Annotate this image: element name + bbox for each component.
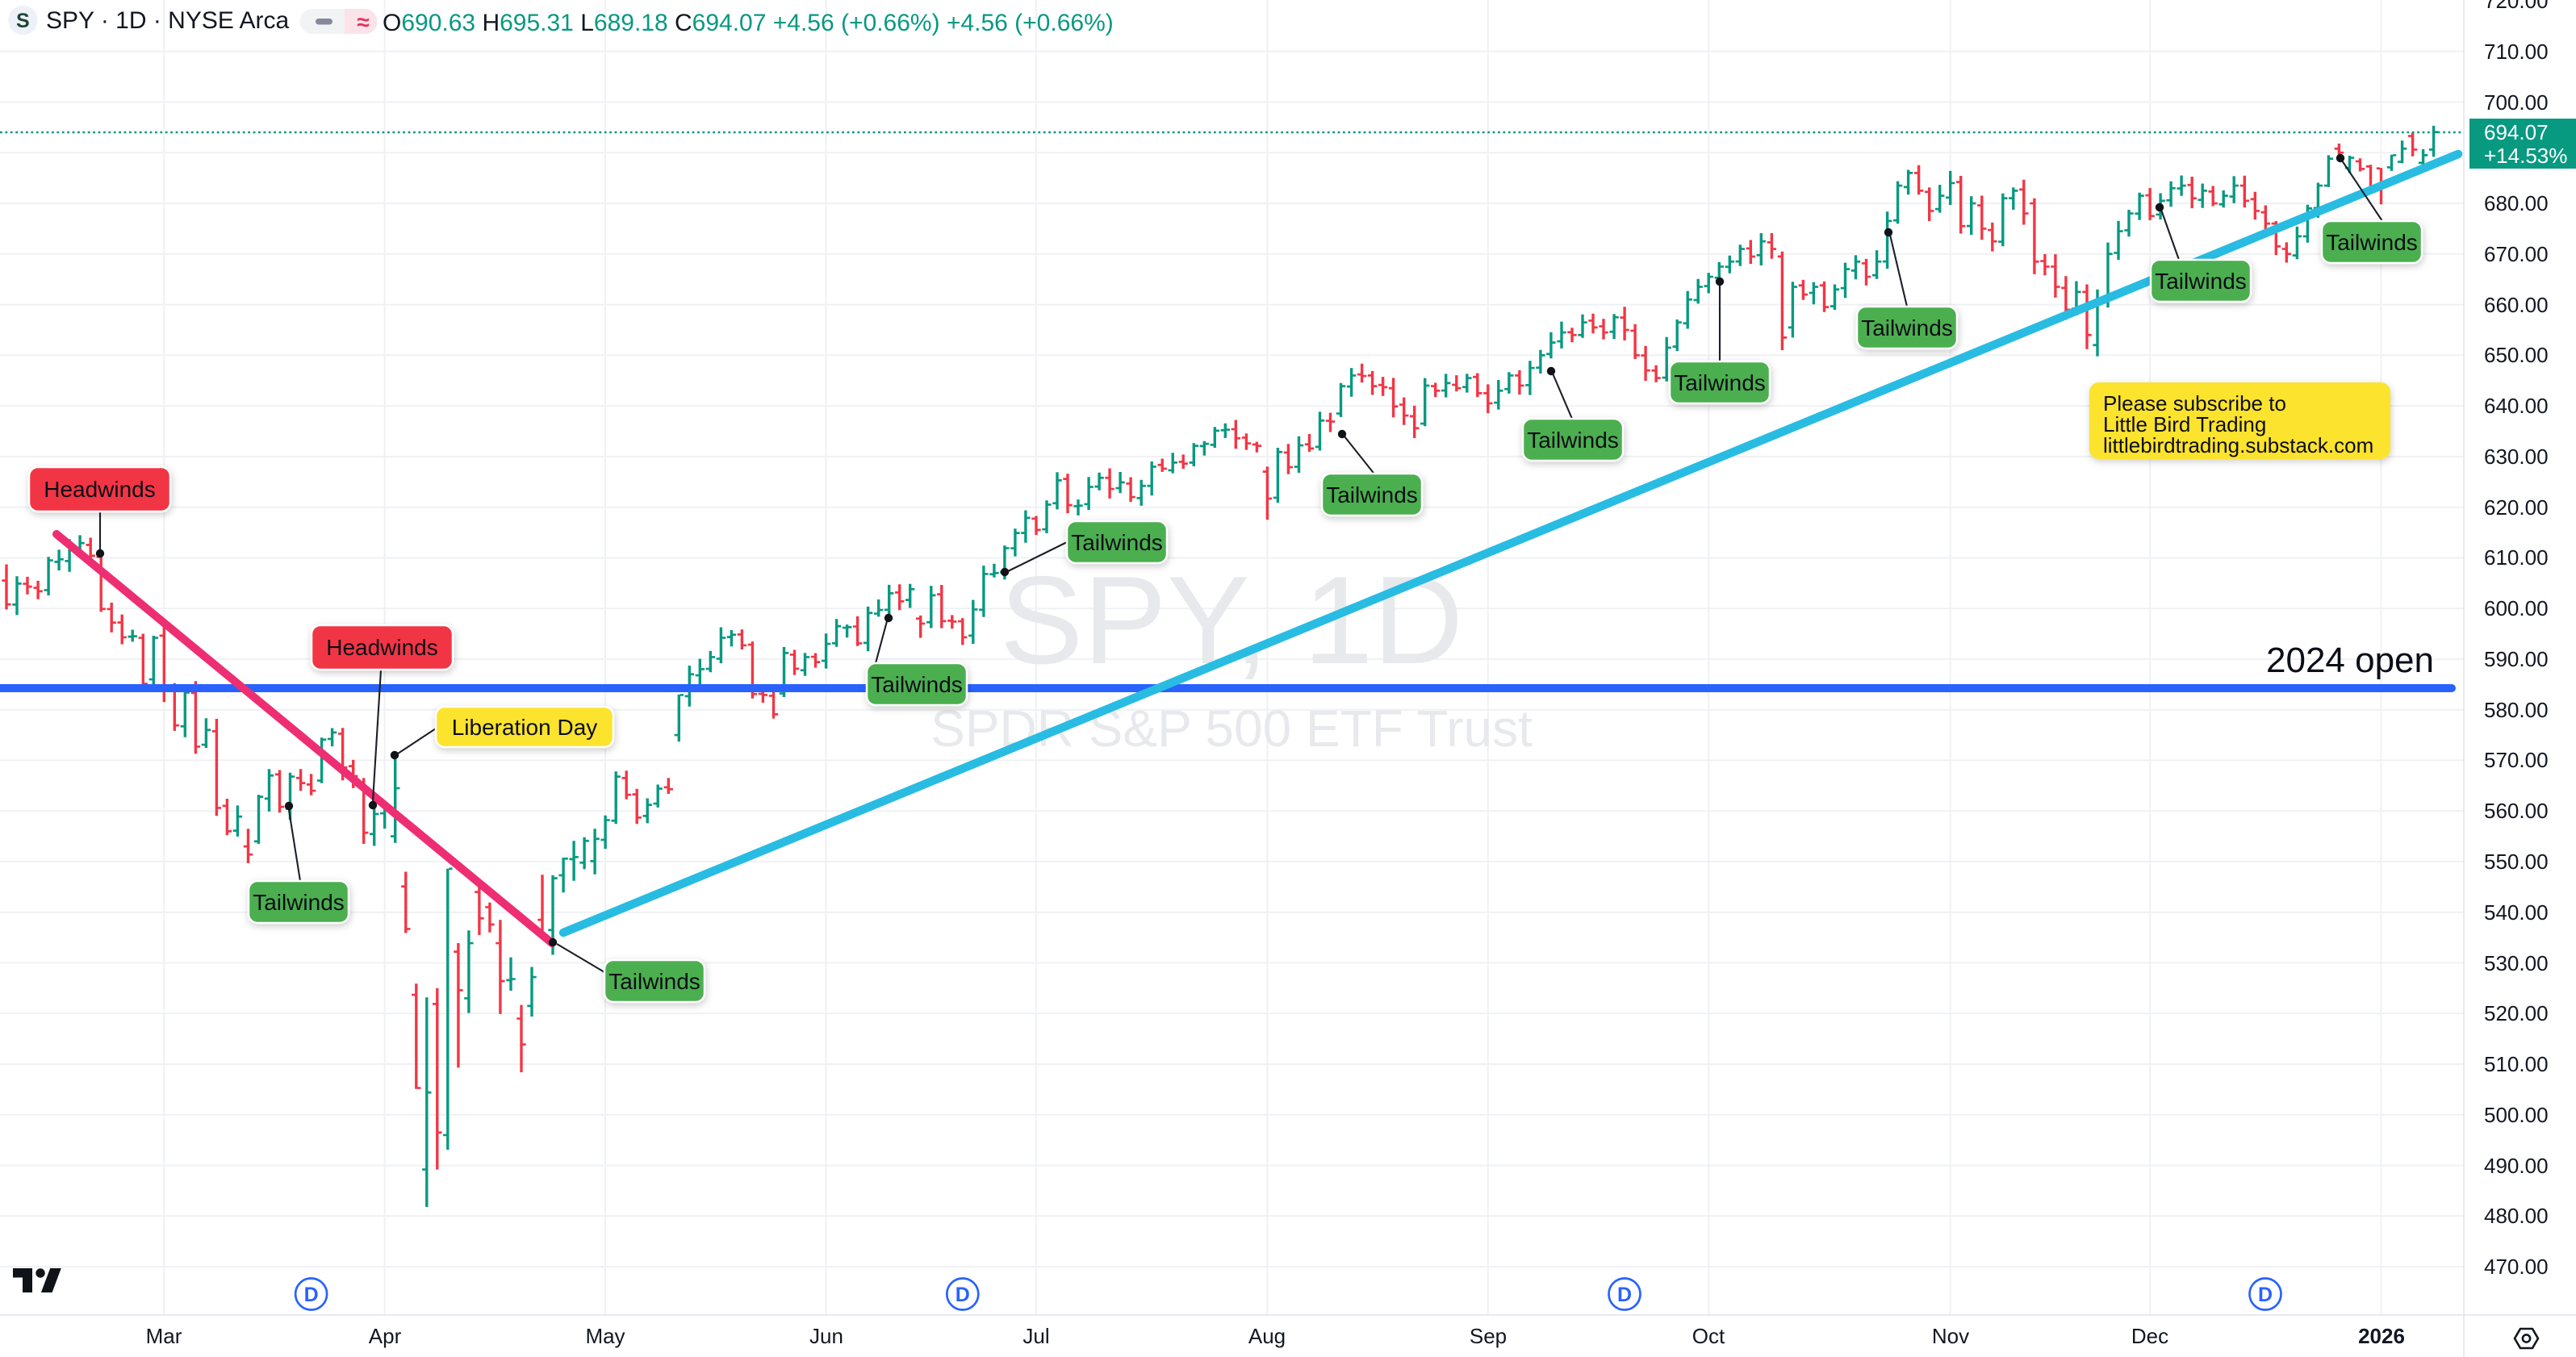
- svg-text:SPDR S&P 500 ETF Trust: SPDR S&P 500 ETF Trust: [930, 699, 1533, 758]
- svg-text:Headwinds: Headwinds: [44, 477, 156, 502]
- svg-text:520.00: 520.00: [2484, 1001, 2549, 1025]
- svg-text:640.00: 640.00: [2484, 394, 2549, 418]
- svg-text:Oct: Oct: [1692, 1324, 1725, 1348]
- svg-text:SPY, 1D: SPY, 1D: [1000, 550, 1463, 690]
- svg-text:710.00: 710.00: [2484, 40, 2549, 64]
- svg-text:Jul: Jul: [1022, 1324, 1049, 1348]
- svg-text:600.00: 600.00: [2484, 596, 2549, 620]
- svg-text:Tailwinds: Tailwinds: [1071, 530, 1163, 555]
- svg-text:D: D: [2258, 1284, 2273, 1306]
- svg-text:May: May: [585, 1324, 625, 1348]
- svg-text:Little Bird Trading: Little Bird Trading: [2103, 412, 2266, 436]
- svg-text:Aug: Aug: [1248, 1324, 1286, 1348]
- svg-text:530.00: 530.00: [2484, 951, 2549, 975]
- svg-text:610.00: 610.00: [2484, 545, 2549, 570]
- svg-text:670.00: 670.00: [2484, 242, 2549, 266]
- svg-text:Tailwinds: Tailwinds: [1527, 428, 1619, 453]
- svg-text:630.00: 630.00: [2484, 445, 2549, 469]
- svg-text:694.07: 694.07: [2484, 120, 2549, 144]
- svg-text:Tailwinds: Tailwinds: [2155, 269, 2247, 294]
- svg-text:490.00: 490.00: [2484, 1154, 2549, 1178]
- svg-text:Tailwinds: Tailwinds: [2326, 230, 2418, 255]
- svg-text:570.00: 570.00: [2484, 748, 2549, 772]
- svg-text:Sep: Sep: [1470, 1324, 1507, 1348]
- svg-text:660.00: 660.00: [2484, 293, 2549, 317]
- svg-text:650.00: 650.00: [2484, 343, 2549, 367]
- svg-text:Tailwinds: Tailwinds: [1326, 482, 1418, 507]
- svg-text:580.00: 580.00: [2484, 698, 2549, 722]
- svg-text:Headwinds: Headwinds: [326, 635, 438, 660]
- svg-text:680.00: 680.00: [2484, 191, 2549, 215]
- svg-text:Dec: Dec: [2131, 1324, 2168, 1348]
- svg-text:Tailwinds: Tailwinds: [1861, 315, 1953, 340]
- svg-text:Jun: Jun: [809, 1324, 843, 1348]
- svg-text:560.00: 560.00: [2484, 799, 2549, 823]
- svg-text:700.00: 700.00: [2484, 90, 2549, 115]
- svg-text:Tailwinds: Tailwinds: [608, 969, 700, 994]
- svg-text:Tailwinds: Tailwinds: [253, 890, 345, 915]
- svg-text:480.00: 480.00: [2484, 1204, 2549, 1228]
- svg-text:SPY · 1D · NYSE Arca: SPY · 1D · NYSE Arca: [46, 7, 290, 34]
- svg-text:540.00: 540.00: [2484, 900, 2549, 925]
- svg-text:Apr: Apr: [369, 1324, 402, 1348]
- svg-text:500.00: 500.00: [2484, 1103, 2549, 1127]
- svg-text:D: D: [1617, 1284, 1632, 1306]
- svg-text:Liberation Day: Liberation Day: [452, 715, 598, 740]
- svg-text:Tailwinds: Tailwinds: [871, 672, 963, 697]
- svg-text:Tailwinds: Tailwinds: [1674, 370, 1766, 395]
- svg-text:470.00: 470.00: [2484, 1255, 2549, 1279]
- svg-text:+14.53%: +14.53%: [2484, 144, 2567, 168]
- svg-text:D: D: [304, 1284, 319, 1306]
- svg-text:620.00: 620.00: [2484, 495, 2549, 520]
- svg-text:720.00: 720.00: [2484, 0, 2549, 13]
- svg-text:O690.63 H695.31 L689.18 C694.0: O690.63 H695.31 L689.18 C694.07 +4.56 (+…: [383, 10, 1114, 36]
- svg-text:Mar: Mar: [146, 1324, 182, 1348]
- svg-text:510.00: 510.00: [2484, 1052, 2549, 1076]
- svg-text:590.00: 590.00: [2484, 647, 2549, 671]
- svg-text:littlebirdtrading.substack.com: littlebirdtrading.substack.com: [2103, 433, 2373, 457]
- svg-text:Nov: Nov: [1932, 1324, 1969, 1348]
- svg-text:Please subscribe to: Please subscribe to: [2103, 391, 2286, 415]
- svg-text:S: S: [16, 10, 30, 32]
- svg-text:2024 open: 2024 open: [2266, 641, 2434, 680]
- svg-text:D: D: [956, 1284, 970, 1306]
- svg-text:2026: 2026: [2358, 1324, 2405, 1348]
- svg-text:550.00: 550.00: [2484, 850, 2549, 874]
- svg-text:≈: ≈: [357, 10, 369, 35]
